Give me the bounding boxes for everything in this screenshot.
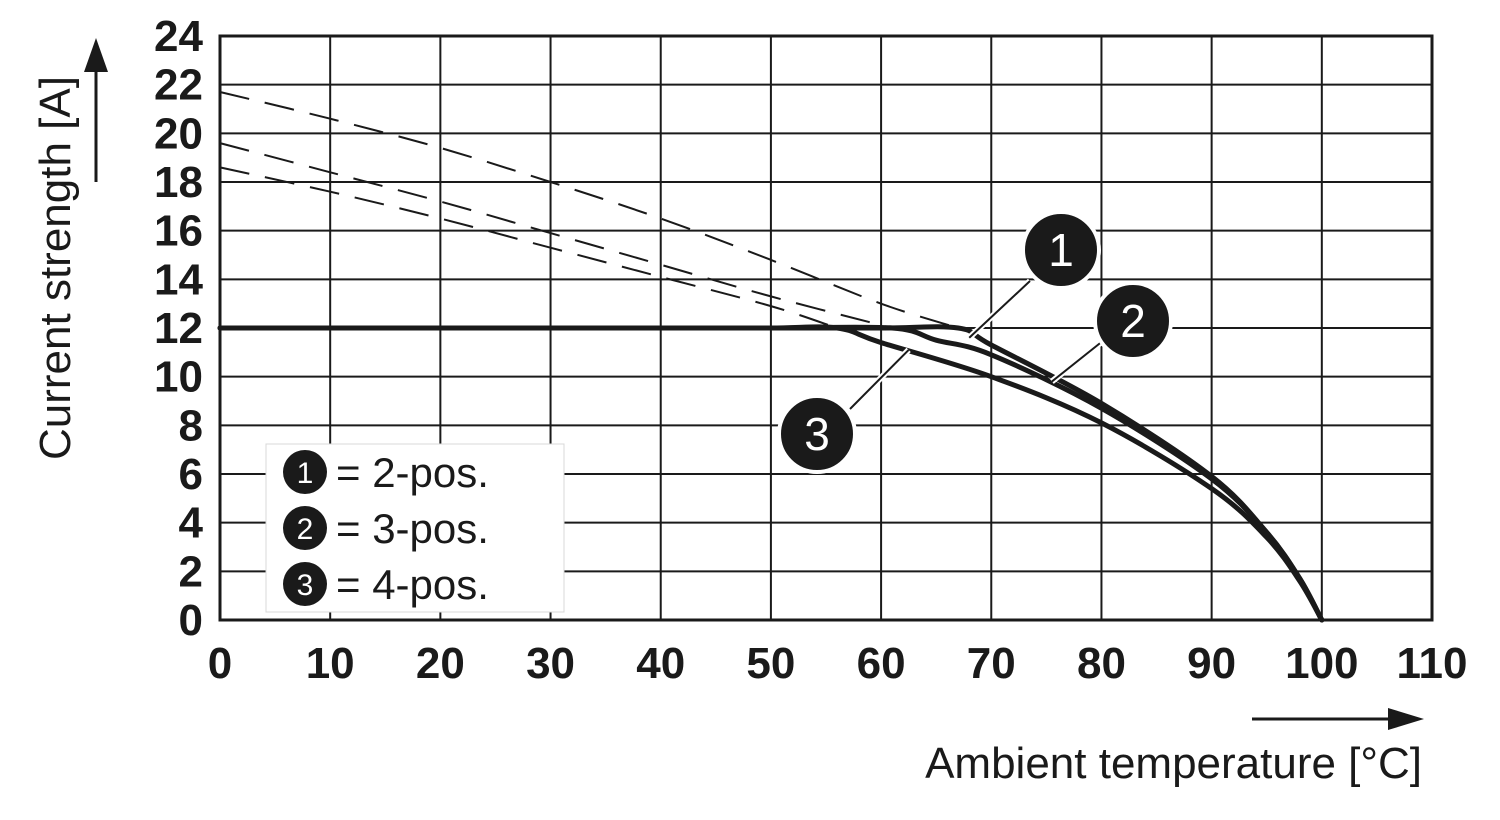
- x-tick-label: 90: [1187, 639, 1236, 688]
- y-axis-title: Current strength [A]: [31, 76, 80, 460]
- callout-label-1: 1: [1048, 224, 1074, 276]
- x-tick-label: 110: [1397, 639, 1468, 688]
- x-tick-label: 60: [857, 639, 906, 688]
- extrapolated-curve-2: [219, 142, 893, 329]
- x-axis-title: Ambient temperature [°C]: [925, 739, 1422, 788]
- legend-badge-3: [283, 562, 327, 606]
- y-tick-label: 18: [154, 158, 203, 207]
- x-axis-arrowhead: [1388, 708, 1424, 730]
- x-tick-label: 80: [1077, 639, 1126, 688]
- plot-frame: [218, 34, 1434, 622]
- x-tick-label: 0: [208, 639, 232, 688]
- y-tick-label: 20: [154, 109, 203, 158]
- x-tick-label: 30: [526, 639, 575, 688]
- x-axis-title-group: Ambient temperature [°C]: [925, 708, 1424, 788]
- x-tick-label: 70: [967, 639, 1016, 688]
- legend-label-3: = 4-pos.: [336, 561, 489, 608]
- callout-label-3: 3: [804, 408, 830, 460]
- y-tick-label: 8: [179, 401, 203, 450]
- legend-label-2: = 3-pos.: [336, 505, 489, 552]
- x-tick-label: 100: [1285, 639, 1358, 688]
- series-line-3: [217, 324, 1325, 623]
- x-tick-labels: 0 10 20 30 40 50 60 70 80 90 100 110: [208, 639, 1468, 688]
- callout-leader-1: [968, 280, 1031, 339]
- callout-leader-3: [849, 349, 910, 410]
- y-tick-label: 0: [179, 596, 203, 645]
- legend-badge-1: [283, 450, 327, 494]
- y-tick-label: 4: [179, 499, 204, 548]
- y-tick-label: 6: [179, 450, 203, 499]
- x-tick-label: 10: [306, 639, 355, 688]
- extrapolated-curves: [219, 91, 959, 329]
- legend-label-1: = 2-pos.: [336, 449, 489, 496]
- x-tick-label: 50: [746, 639, 795, 688]
- callout-badge-1: [1021, 210, 1101, 290]
- y-tick-label: 14: [154, 255, 203, 304]
- callout-badge-3: [777, 394, 857, 474]
- derating-curves: [217, 324, 1325, 623]
- legend-badge-number: 1: [297, 457, 314, 490]
- y-tick-label: 12: [154, 304, 203, 353]
- y-tick-label: 22: [154, 61, 203, 110]
- y-axis-title-group: Current strength [A]: [31, 38, 108, 460]
- extrapolated-curve-3: [219, 166, 838, 329]
- legend-badge-number: 2: [297, 513, 314, 546]
- legend: 1 = 2-pos. 2 = 3-pos. 3 = 4-pos.: [265, 443, 565, 613]
- y-axis-arrowhead: [84, 38, 108, 72]
- extrapolated-curve-1: [219, 91, 959, 329]
- y-tick-label: 10: [154, 353, 203, 402]
- legend-badge-2: [283, 506, 327, 550]
- x-tick-label: 40: [636, 639, 685, 688]
- callout-label-2: 2: [1120, 295, 1146, 347]
- x-tick-label: 20: [416, 639, 465, 688]
- y-tick-label: 24: [154, 12, 203, 61]
- legend-badge-number: 3: [297, 569, 314, 602]
- callout-leader-2: [1051, 339, 1105, 383]
- y-tick-label: 2: [179, 547, 203, 596]
- curve-callouts: 12 3: [777, 210, 1173, 474]
- callout-badge-2: [1093, 281, 1173, 361]
- y-tick-label: 16: [154, 207, 203, 256]
